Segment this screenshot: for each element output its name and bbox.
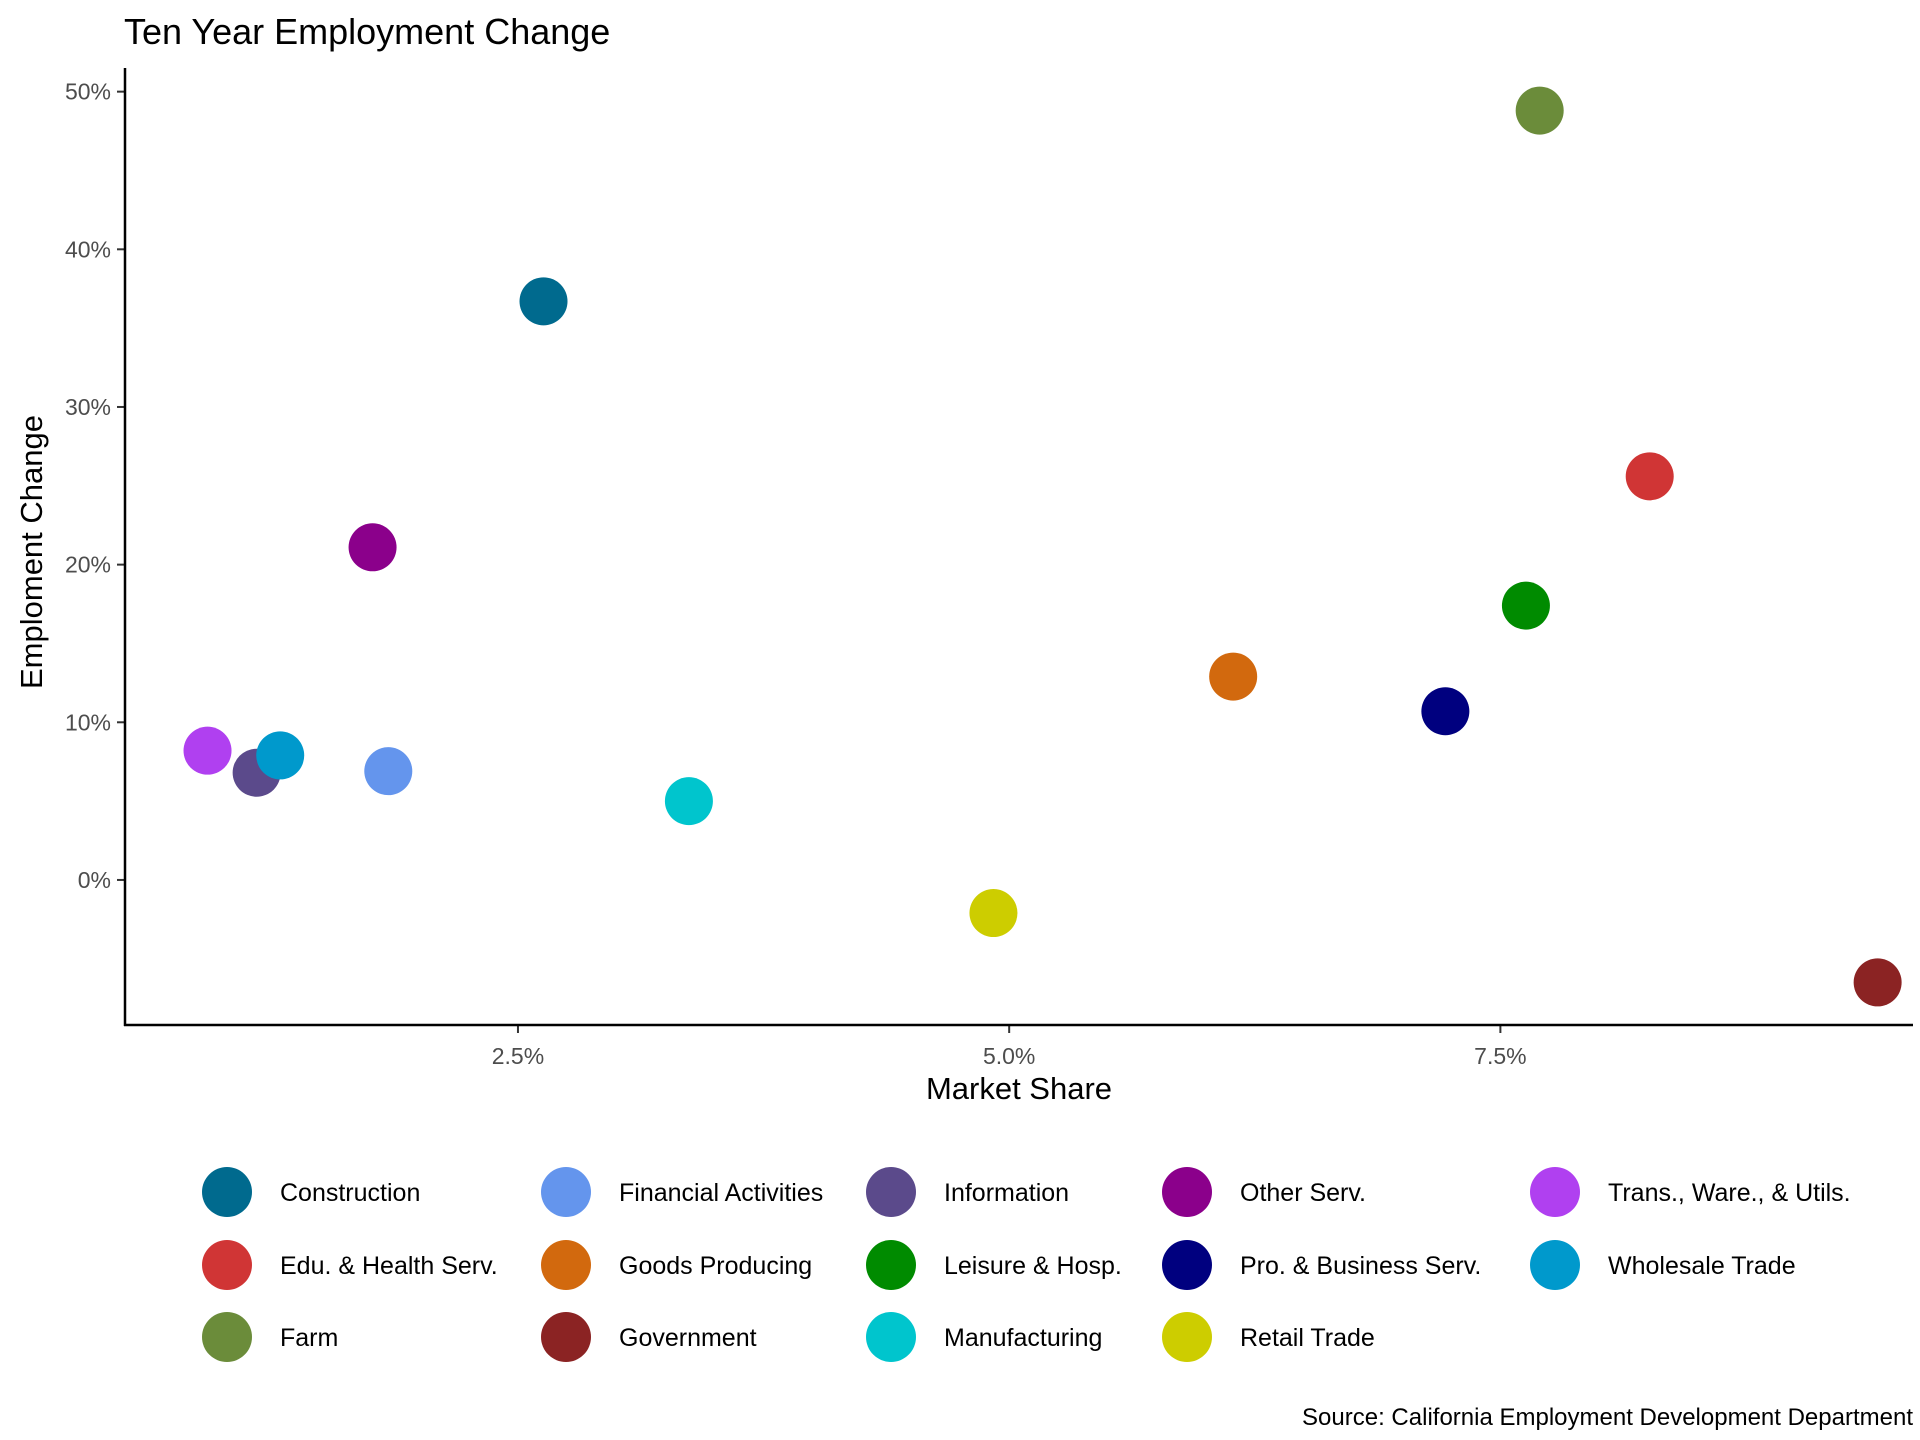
y-tick-label: 40% [65,236,111,262]
data-point [664,777,713,826]
data-point [1209,652,1258,701]
data-point [519,277,568,326]
legend-label: Retail Trade [1240,1324,1375,1352]
legend-label: Government [619,1324,757,1352]
y-tick-label: 50% [65,79,111,105]
legend-label: Wholesale Trade [1608,1252,1796,1280]
legend-key [202,1167,252,1217]
legend-label: Construction [280,1179,420,1207]
x-axis-title: Market Share [926,1071,1112,1106]
legend-key [1162,1312,1212,1362]
legend-label: Edu. & Health Serv. [280,1252,498,1280]
legend-key [541,1240,591,1290]
data-point [1501,581,1550,630]
legend-label: Other Serv. [1240,1179,1366,1207]
legend-label: Farm [280,1324,338,1352]
x-tick-label: 7.5% [1474,1043,1526,1069]
data-point [183,726,232,775]
y-tick-label: 10% [65,709,111,735]
legend-label: Leisure & Hosp. [944,1252,1122,1280]
source-caption: Source: California Employment Developmen… [1302,1404,1913,1431]
legend-label: Information [944,1179,1069,1207]
legend-key [541,1167,591,1217]
legend-key [1162,1240,1212,1290]
data-point [1853,958,1902,1007]
y-tick-label: 0% [78,867,111,893]
legend-label: Trans., Ware., & Utils. [1608,1179,1851,1207]
chart-title: Ten Year Employment Change [124,11,610,52]
data-point [969,889,1018,938]
legend-key [1530,1240,1580,1290]
data-point [256,731,305,780]
legend-label: Manufacturing [944,1324,1102,1352]
data-point [1421,687,1470,736]
legend-key [202,1240,252,1290]
data-points [183,86,1902,1007]
legend: Construction Financial Activities Informat… [202,1167,1851,1362]
data-point [348,523,397,572]
y-axis-ticks: 0% 10% 20% 30% 40% 50% [65,79,125,893]
legend-key [1162,1167,1212,1217]
legend-label: Goods Producing [619,1252,812,1280]
legend-label: Financial Activities [619,1179,823,1207]
y-axis-title: Emploment Change [14,415,49,689]
x-tick-label: 2.5% [492,1043,544,1069]
legend-key [866,1240,916,1290]
y-tick-label: 20% [65,552,111,578]
legend-key [541,1312,591,1362]
x-tick-label: 5.0% [983,1043,1035,1069]
x-axis-ticks: 2.5% 5.0% 7.5% [492,1025,1527,1069]
legend-key [202,1312,252,1362]
data-point [364,747,413,796]
data-point [1625,452,1674,501]
legend-key [866,1167,916,1217]
data-point [1515,86,1564,135]
legend-key [1530,1167,1580,1217]
legend-key [866,1312,916,1362]
y-tick-label: 30% [65,394,111,420]
legend-label: Pro. & Business Serv. [1240,1252,1481,1280]
